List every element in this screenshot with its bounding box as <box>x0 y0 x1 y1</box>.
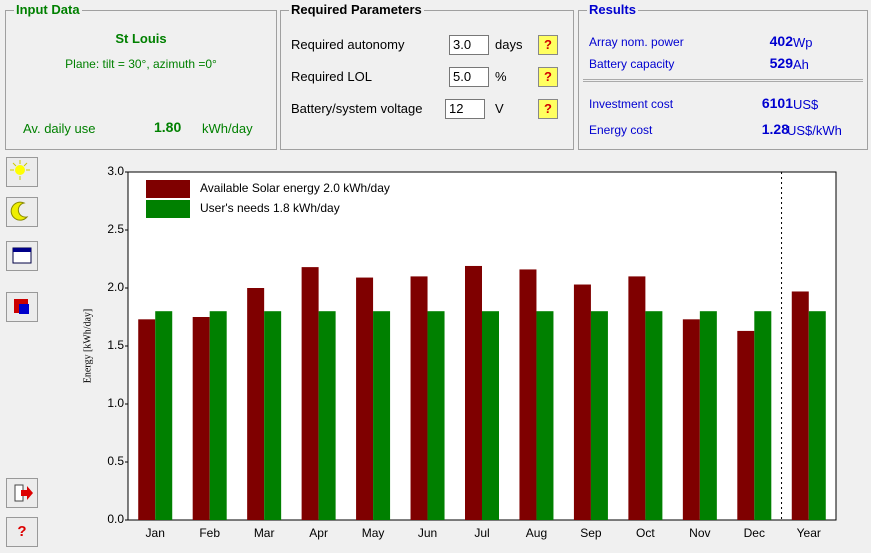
bar <box>519 269 537 520</box>
y-tick-label: 0.5 <box>107 454 124 468</box>
y-tick-label: 3.0 <box>107 164 124 178</box>
legend-swatch <box>146 200 190 218</box>
bar <box>808 311 826 520</box>
bar <box>482 311 499 520</box>
y-tick-label: 2.0 <box>107 280 124 294</box>
bar <box>465 265 482 520</box>
x-tick-label: Year <box>797 526 821 540</box>
bar <box>373 311 391 520</box>
result-label: Investment cost <box>589 97 674 111</box>
sun-button[interactable] <box>6 157 38 187</box>
input-panel: Input Data St Louis Plane: tilt = 30°, a… <box>5 2 277 150</box>
param-label: Required autonomy <box>291 37 405 52</box>
x-tick-label: Mar <box>254 526 275 540</box>
bar <box>682 319 700 520</box>
param-input[interactable]: 5.0 <box>449 67 489 87</box>
bar <box>192 317 210 520</box>
panel-title: Required Parameters <box>289 2 424 17</box>
help-button[interactable]: ? <box>538 99 558 119</box>
label: Av. daily use <box>23 121 96 136</box>
export-button[interactable] <box>6 478 38 508</box>
result-label: Battery capacity <box>589 57 675 71</box>
legend-label: Available Solar energy 2.0 kWh/day <box>200 181 390 195</box>
param-label: Battery/system voltage <box>291 101 423 116</box>
result-value: 6101 <box>761 95 793 111</box>
bar <box>247 288 265 520</box>
x-tick-label: Jun <box>418 526 437 540</box>
result-unit: US$/kWh <box>787 123 842 138</box>
bar <box>318 311 336 520</box>
result-label: Array nom. power <box>589 35 684 49</box>
x-tick-label: Dec <box>744 526 765 540</box>
legend-label: User's needs 1.8 kWh/day <box>200 201 340 215</box>
y-tick-label: 1.0 <box>107 396 124 410</box>
bar <box>427 311 445 520</box>
plane: Plane: tilt = 30°, azimuth =0° <box>65 57 217 71</box>
x-tick-label: Nov <box>689 526 710 540</box>
param-unit: days <box>495 37 523 52</box>
x-tick-label: Apr <box>309 526 328 540</box>
bar <box>645 311 663 520</box>
legend-swatch <box>146 180 190 198</box>
graph-button[interactable] <box>6 292 38 322</box>
x-tick-label: Sep <box>580 526 602 540</box>
bar <box>754 311 772 520</box>
panel-title: Input Data <box>14 2 82 17</box>
result-value: 529 <box>769 55 793 71</box>
param-label: Required LOL <box>291 69 372 84</box>
bar <box>699 311 717 520</box>
help-button[interactable]: ? <box>6 517 38 547</box>
param-unit: V <box>495 101 504 116</box>
x-tick-label: Feb <box>199 526 220 540</box>
results-panel: Results Array nom. power 402 Wp Battery cap… <box>578 2 868 150</box>
calendar-button[interactable] <box>6 241 38 271</box>
bar <box>209 311 227 520</box>
help-button[interactable]: ? <box>538 67 558 87</box>
location: St Louis <box>115 31 167 46</box>
bar <box>573 284 591 520</box>
bar <box>138 319 156 520</box>
param-unit: % <box>495 69 507 84</box>
x-tick-label: Oct <box>636 526 655 540</box>
bar <box>536 311 554 520</box>
param-input[interactable]: 3.0 <box>449 35 489 55</box>
result-value: 1.28 <box>761 121 789 137</box>
moon-button[interactable] <box>6 197 38 227</box>
result-unit: US$ <box>793 97 819 112</box>
result-unit: Wp <box>793 35 813 50</box>
separator <box>583 79 863 82</box>
bar <box>590 311 608 520</box>
result-label: Energy cost <box>589 123 653 137</box>
bar <box>737 330 755 520</box>
value: 1.80 <box>154 119 182 135</box>
x-tick-label: Jan <box>146 526 165 540</box>
y-tick-label: 1.5 <box>107 338 124 352</box>
y-axis-label: Energy [kWh/day] <box>82 309 93 384</box>
x-tick-label: Jul <box>474 526 489 540</box>
bar <box>791 291 809 520</box>
params-panel: Required Parameters Required autonomy 3.0… <box>280 2 574 150</box>
x-tick-label: May <box>362 526 385 540</box>
y-tick-label: 2.5 <box>107 222 124 236</box>
x-tick-label: Aug <box>526 526 547 540</box>
result-value: 402 <box>769 33 793 49</box>
bar <box>628 276 646 520</box>
bar <box>410 276 428 520</box>
panel-title: Results <box>587 2 638 17</box>
bar <box>155 311 173 520</box>
y-tick-label: 0.0 <box>107 512 124 526</box>
result-unit: Ah <box>793 57 809 72</box>
unit: kWh/day <box>202 121 253 136</box>
help-button[interactable]: ? <box>538 35 558 55</box>
bar <box>301 267 319 520</box>
bar <box>264 311 282 520</box>
bar <box>356 277 374 520</box>
param-input[interactable]: 12 <box>445 99 485 119</box>
